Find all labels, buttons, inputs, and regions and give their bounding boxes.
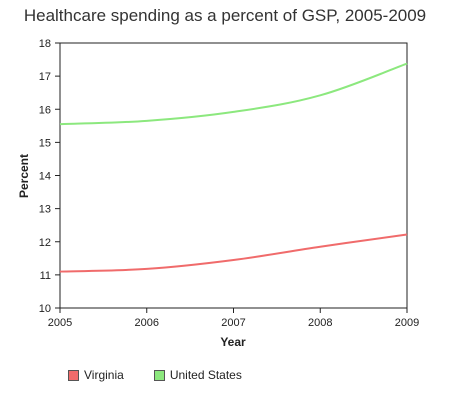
legend-swatch-virginia bbox=[68, 369, 79, 381]
legend: Virginia United States bbox=[68, 368, 242, 382]
y-tick-label: 10 bbox=[39, 303, 51, 315]
x-axis-ticks: 2005 2006 2007 2008 2009 bbox=[48, 308, 419, 329]
y-tick-label: 15 bbox=[39, 137, 51, 149]
x-axis-label: Year bbox=[220, 335, 246, 349]
y-tick-label: 14 bbox=[39, 171, 51, 183]
y-tick-label: 18 bbox=[39, 38, 51, 50]
y-tick-label: 11 bbox=[40, 270, 51, 282]
y-tick-label: 16 bbox=[39, 104, 51, 116]
legend-label-virginia: Virginia bbox=[84, 368, 124, 382]
y-tick-label: 13 bbox=[39, 204, 51, 216]
legend-item-united-states[interactable]: United States bbox=[153, 368, 242, 382]
x-tick-label: 2007 bbox=[221, 317, 245, 329]
series-lines bbox=[59, 62, 408, 273]
y-tick-label: 17 bbox=[39, 71, 51, 83]
series-line-virginia bbox=[59, 233, 408, 273]
series-line-united-states bbox=[59, 62, 408, 126]
chart-title: Healthcare spending as a percent of GSP,… bbox=[23, 6, 427, 25]
legend-swatch-united-states bbox=[153, 369, 165, 381]
y-axis-ticks: 10 11 12 13 14 15 16 17 18 bbox=[39, 38, 60, 315]
y-axis-label: Percent bbox=[17, 154, 31, 198]
y-tick-label: 12 bbox=[39, 237, 51, 249]
x-tick-label: 2009 bbox=[395, 317, 419, 329]
legend-label-united-states: United States bbox=[169, 368, 242, 382]
legend-item-virginia[interactable]: Virginia bbox=[68, 368, 124, 382]
x-tick-label: 2008 bbox=[308, 317, 332, 329]
plot-frame bbox=[59, 42, 408, 309]
x-tick-label: 2006 bbox=[135, 317, 159, 329]
x-tick-label: 2005 bbox=[48, 317, 72, 329]
